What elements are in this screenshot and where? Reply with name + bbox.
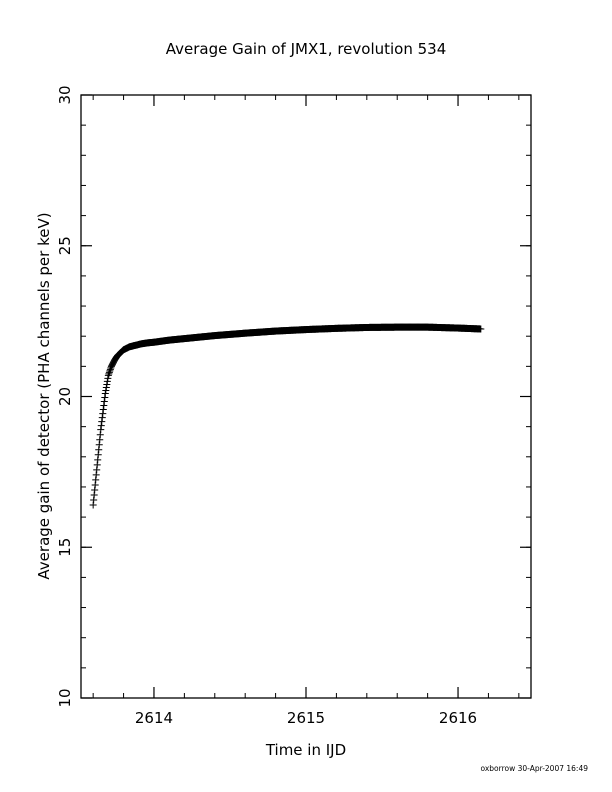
x-tick-label: 2614 [135,709,173,727]
data-point [97,422,105,430]
data-point [103,377,111,385]
data-point [93,466,101,474]
chart-title: Average Gain of JMX1, revolution 534 [166,40,447,58]
data-point [91,486,99,494]
data-point [90,496,98,504]
data-point [100,402,108,410]
y-tick-label: 20 [56,387,74,406]
data-point [103,380,111,388]
y-tick-label: 25 [56,236,74,255]
data-point [105,370,113,378]
data-point [94,456,102,464]
y-tick-label: 30 [56,85,74,104]
data-point [94,451,102,459]
data-point [101,389,109,397]
data-point [95,441,103,449]
data-point [105,368,113,376]
data-point [96,436,104,444]
x-axis-label: Time in IJD [265,741,346,759]
plot-frame [80,94,532,699]
y-tick-label: 10 [56,688,74,707]
data-point [92,471,100,479]
data-point [106,365,114,373]
y-tick-label: 15 [56,538,74,557]
footer-credit: oxborrow 30-Apr-2007 16:49 [481,764,589,773]
data-point [100,398,108,406]
x-tick-label: 2616 [439,709,477,727]
x-tick-label: 2615 [287,709,325,727]
data-point [89,501,97,509]
y-axis-label: Average gain of detector (PHA channels p… [35,212,53,579]
data-point [98,414,106,422]
y-axis-ticks: 10 15 20 25 30 [56,85,531,708]
data-point [91,481,99,489]
data-point [102,386,110,394]
data-series [89,323,485,509]
data-point [97,426,105,434]
data-point [99,410,107,418]
data-point [104,371,112,379]
x-axis-ticks: 2614 2615 2616 [92,95,520,727]
data-point [477,325,485,333]
